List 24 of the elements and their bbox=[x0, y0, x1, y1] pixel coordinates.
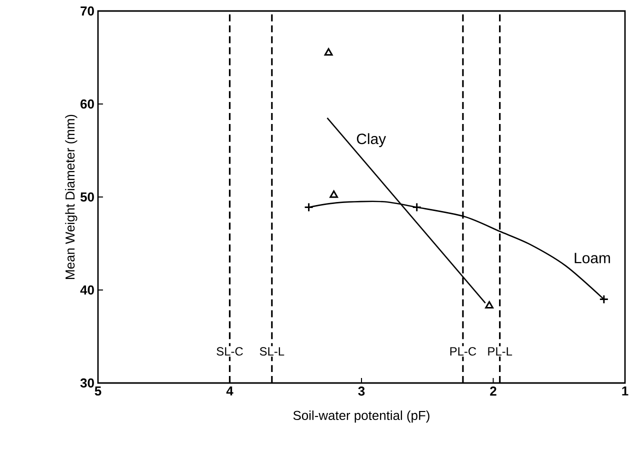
ref-line-label: SL-L bbox=[260, 347, 284, 356]
y-axis-title: Mean Weight Diameter (mm) bbox=[65, 114, 78, 279]
series-label: Loam bbox=[574, 252, 610, 264]
point bbox=[330, 190, 338, 198]
y-tick-label: 50 bbox=[80, 192, 94, 202]
point bbox=[485, 301, 494, 309]
y-tick-label: 40 bbox=[80, 285, 94, 295]
ref-line-label: PL-C bbox=[450, 347, 476, 356]
x-tick-label: 2 bbox=[490, 386, 496, 396]
ref-line-label: SL-C bbox=[216, 347, 243, 356]
point bbox=[304, 202, 314, 212]
x-axis-title: Soil-water potential (pF) bbox=[293, 410, 430, 423]
x-tick-label: 1 bbox=[622, 386, 628, 396]
y-tick-label: 70 bbox=[80, 6, 94, 16]
y-tick-label: 60 bbox=[80, 99, 94, 109]
series-label: Clay bbox=[356, 133, 386, 148]
x-tick-label: 5 bbox=[94, 386, 102, 396]
point bbox=[324, 48, 333, 56]
point bbox=[599, 294, 609, 304]
y-tick-label: 30 bbox=[80, 378, 94, 388]
x-tick-label: 4 bbox=[226, 386, 234, 396]
x-tick-label: 3 bbox=[358, 386, 365, 396]
point bbox=[412, 202, 422, 212]
ref-line-label: PL-L bbox=[488, 347, 512, 356]
